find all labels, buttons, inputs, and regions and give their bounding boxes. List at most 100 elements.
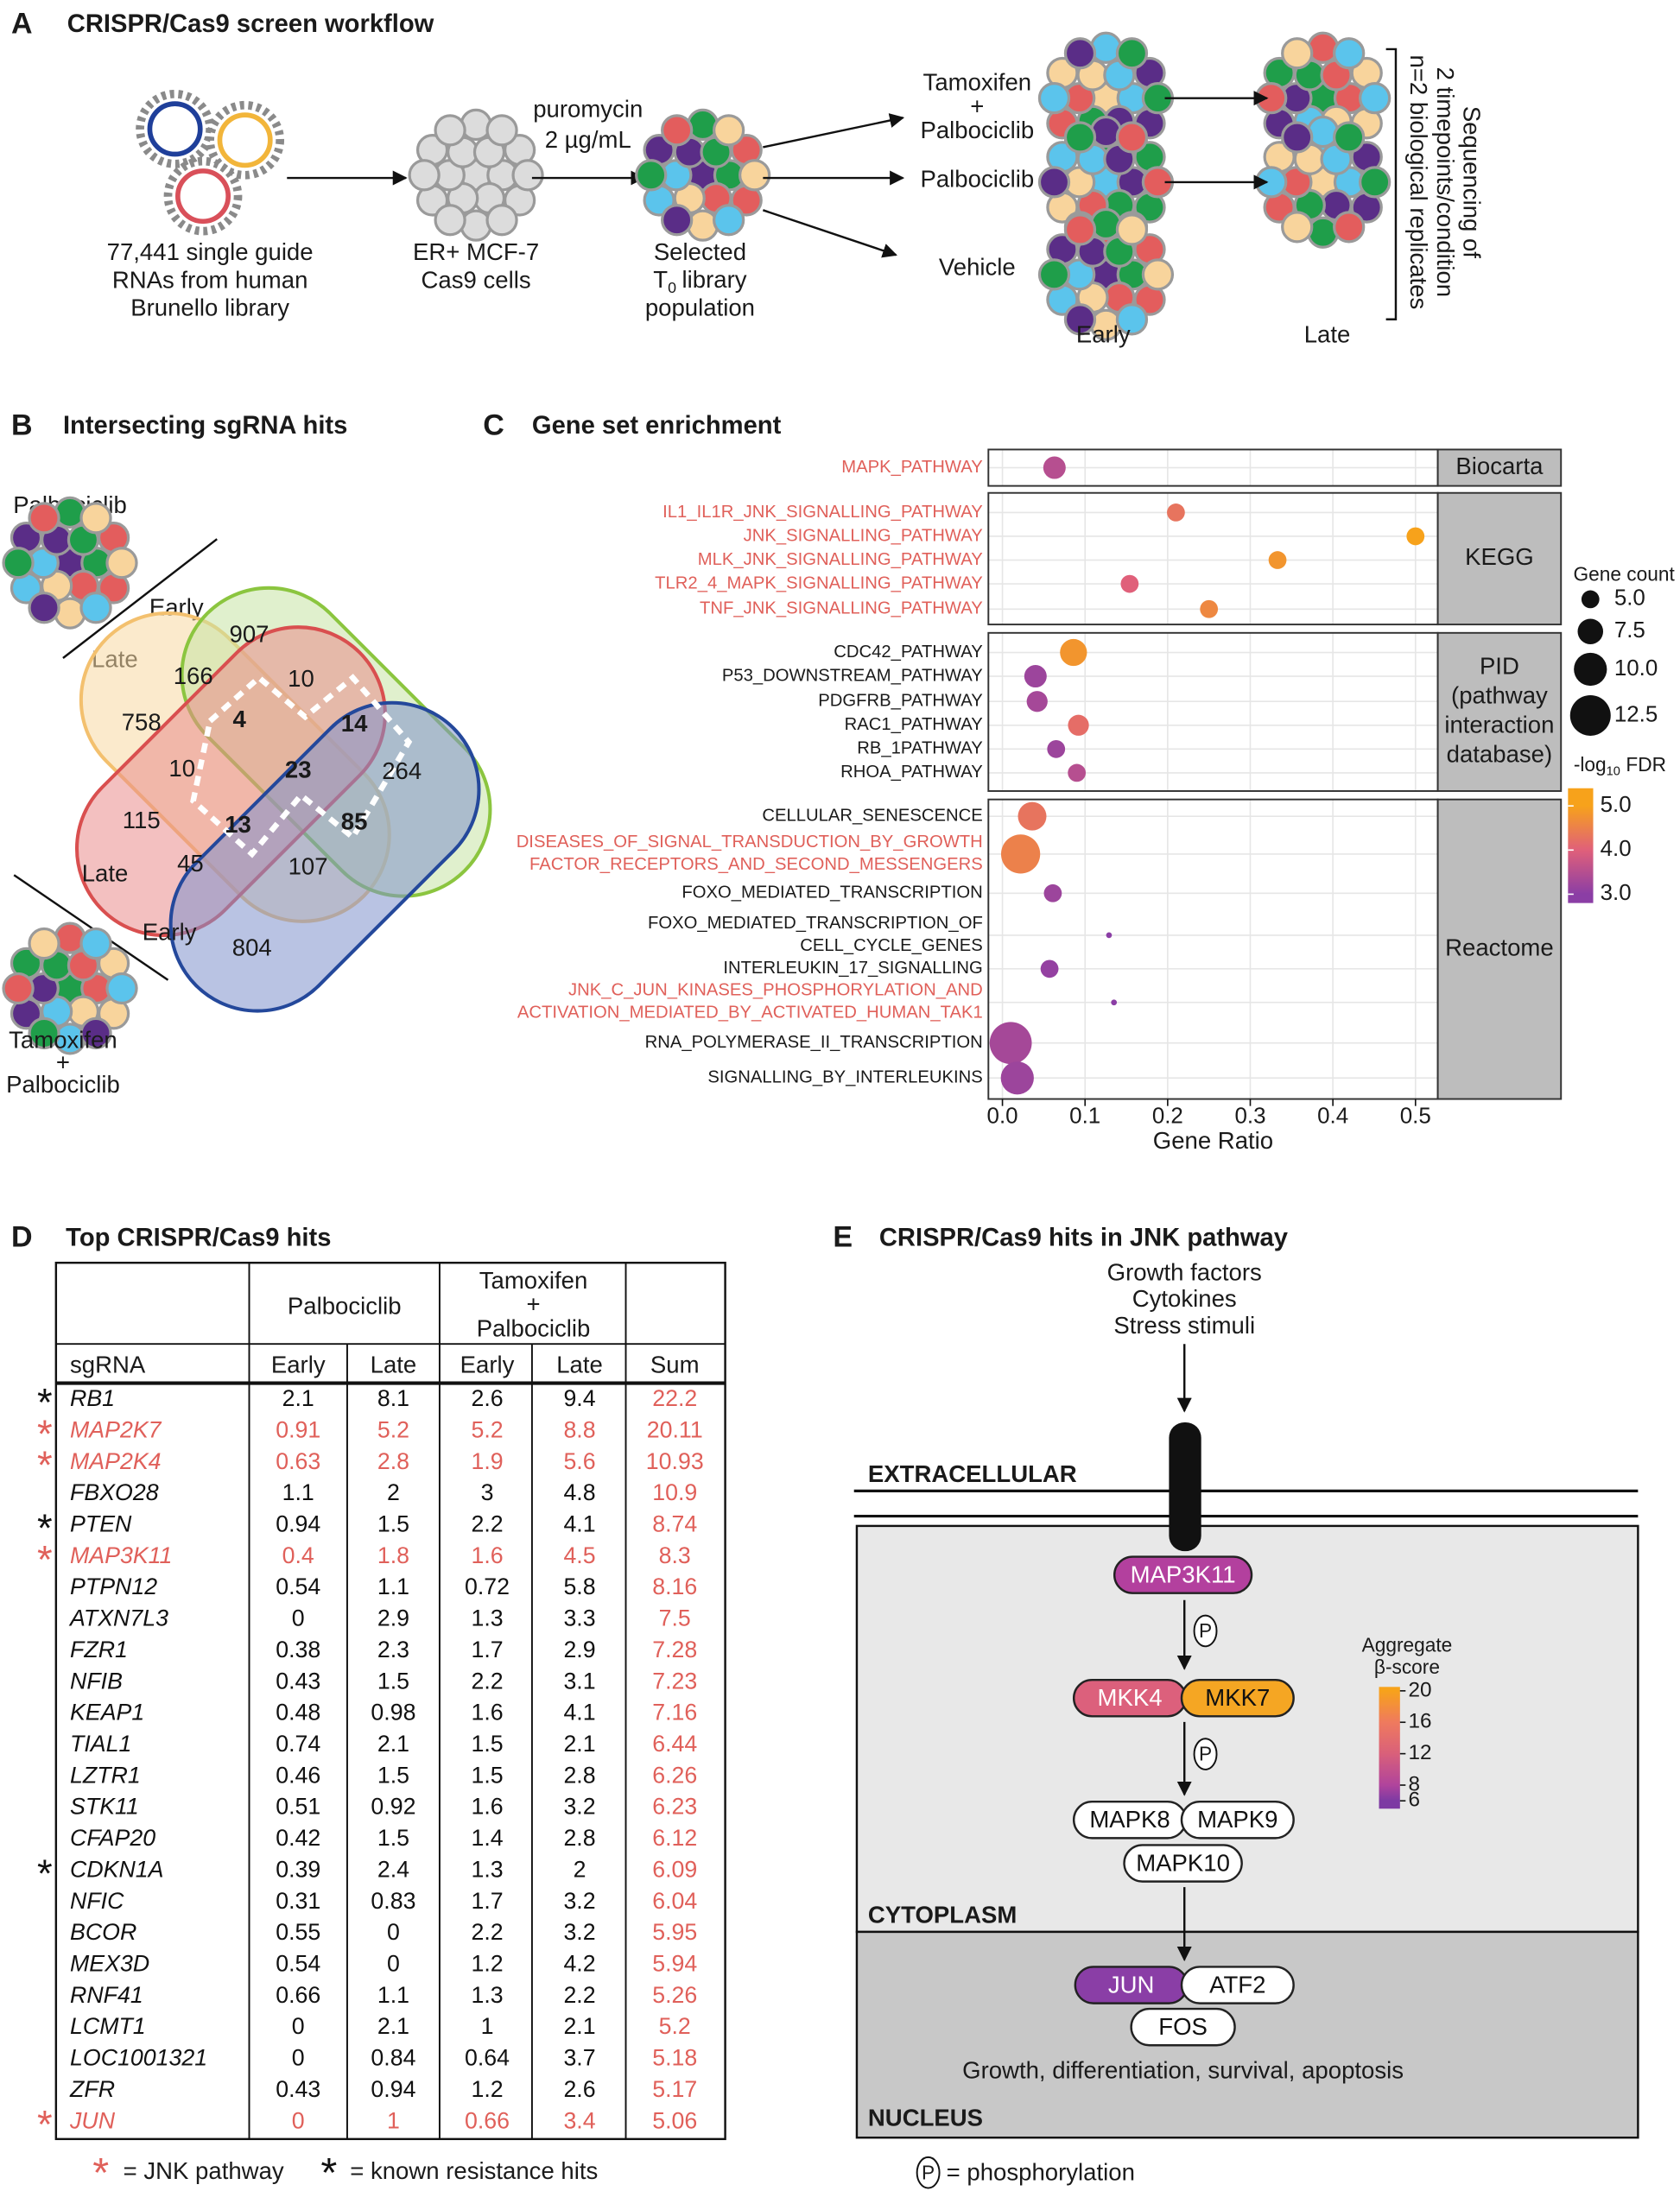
cell-value: 5.6	[563, 1448, 595, 1474]
gene-name: ATXN7L3	[68, 1605, 168, 1631]
cell	[105, 972, 138, 1005]
protein-label: FOS	[1158, 2013, 1208, 2040]
cell	[1333, 211, 1366, 244]
legend-label: = phosphorylation	[947, 2159, 1135, 2186]
panel-letter: A	[11, 7, 33, 40]
cell-value: 6.04	[652, 1888, 697, 1914]
column-header: Late	[556, 1351, 603, 1377]
category-label: INTERLEUKIN_17_SIGNALLING	[723, 959, 982, 978]
cell-value: 1.7	[471, 1637, 503, 1662]
cell-value: 3.2	[563, 1888, 595, 1914]
cell	[408, 159, 441, 192]
gene-name: PTPN12	[70, 1574, 157, 1599]
cell-value: 4.2	[563, 1950, 595, 1976]
cell	[460, 108, 492, 142]
category-label: FOXO_MEDIATED_TRANSCRIPTION_OF CELL_CYCLE…	[648, 914, 983, 955]
gene-name: STK11	[70, 1794, 139, 1820]
protein	[1180, 1966, 1295, 2004]
cell-value: 8.3	[659, 1542, 691, 1568]
cell	[1115, 37, 1149, 70]
cell	[2, 972, 35, 1005]
label: 77,441 single guide	[107, 238, 314, 265]
label: puromycin	[533, 96, 643, 123]
venn-count: 907	[230, 620, 269, 647]
phospho-symbol	[1193, 1614, 1218, 1648]
protein-label: MKK4	[1098, 1684, 1163, 1711]
venn-set	[168, 700, 481, 1013]
cell-value: 0.54	[276, 1950, 320, 1976]
venn-count: 10	[288, 665, 314, 692]
dot	[1024, 665, 1047, 688]
receptor	[1169, 1422, 1201, 1552]
x-tick-label: 0.0	[987, 1104, 1018, 1128]
cell	[79, 1016, 112, 1050]
cell	[661, 114, 694, 147]
dot	[1068, 763, 1087, 782]
cell	[511, 159, 544, 192]
cell	[1089, 31, 1123, 64]
dot	[1043, 883, 1062, 902]
cell-value: 1.6	[471, 1794, 503, 1820]
cell-value: 0.43	[276, 1668, 320, 1694]
cell-value: 1.6	[471, 1542, 503, 1568]
cell-value: 22.2	[652, 1385, 697, 1411]
cell-value: 7.16	[652, 1700, 697, 1726]
compartment-label: EXTRACELLULAR	[868, 1460, 1077, 1487]
cell	[1089, 207, 1123, 241]
gene-name: ZFR	[69, 2076, 115, 2102]
cell-value: 0.72	[465, 1574, 510, 1599]
column-group: Palbociclib	[288, 1292, 402, 1319]
category-label: PDGFRB_PATHWAY	[818, 692, 983, 711]
legend-marker: *	[320, 2150, 337, 2191]
line	[62, 538, 218, 659]
venn-count: 4	[232, 706, 246, 732]
facet-label: KEGG	[1465, 543, 1534, 570]
row-marker: *	[37, 1852, 53, 1896]
cell	[661, 204, 694, 237]
cell	[1115, 303, 1149, 336]
cell-value: 1.5	[377, 1762, 409, 1788]
category-label: P53_DOWNSTREAM_PATHWAY	[722, 666, 983, 685]
cell-value: 6.23	[652, 1794, 697, 1820]
column-header: Early	[271, 1351, 326, 1377]
label: Vehicle	[939, 254, 1016, 281]
cell-value: 5.2	[471, 1416, 503, 1442]
label: Palbociclib	[920, 117, 1034, 143]
cell-value: 2.1	[563, 2013, 595, 2039]
cell-value: 5.95	[652, 1919, 697, 1945]
cell-value: 0.84	[371, 2045, 415, 2071]
cell-value: 2.2	[563, 1982, 595, 2008]
legend-label: 12.5	[1614, 702, 1658, 726]
gene-name: RNF41	[70, 1982, 143, 2008]
colorbar-label: 5.0	[1601, 793, 1632, 817]
label: +	[970, 92, 984, 119]
row-marker: *	[37, 1537, 53, 1581]
category-label: IL1_IL1R_JNK_SIGNALLING_PATHWAY	[662, 503, 983, 522]
gene-name: RB1	[70, 1385, 115, 1411]
legend-title: -log10 FDR	[1574, 753, 1666, 778]
cell-value: 8.8	[563, 1416, 595, 1442]
legend-title-part: 10	[1607, 764, 1620, 778]
cell	[713, 114, 745, 147]
cell-value: 0	[387, 1919, 400, 1945]
cell	[1063, 37, 1097, 70]
cell-value: 0.39	[276, 1856, 320, 1882]
cell	[1307, 216, 1340, 249]
cell	[1115, 213, 1149, 246]
cell-value: 2	[574, 1856, 586, 1882]
cell-value: 2.1	[377, 2013, 409, 2039]
category-label: DISEASES_OF_SIGNAL_TRANSDUCTION_BY_GROWT…	[517, 833, 983, 874]
cell-value: 1.3	[471, 1856, 503, 1882]
colorbar-label: 8	[1409, 1772, 1421, 1795]
gene-name: CFAP20	[70, 1825, 155, 1851]
cell-value: 3.4	[563, 2107, 595, 2133]
label: 2 timepoints/condition	[1432, 67, 1459, 297]
dot	[1060, 638, 1087, 667]
category-label: RB_1PATHWAY	[857, 739, 983, 758]
stimulus: Growth factors	[1107, 1258, 1262, 1285]
line	[13, 874, 169, 981]
venn-count: 10	[168, 755, 195, 782]
category-label: MLK_JNK_SIGNALLING_PATHWAY	[698, 550, 984, 569]
cell-value: 0.98	[371, 1700, 415, 1726]
cell-value: 1.5	[377, 1825, 409, 1851]
